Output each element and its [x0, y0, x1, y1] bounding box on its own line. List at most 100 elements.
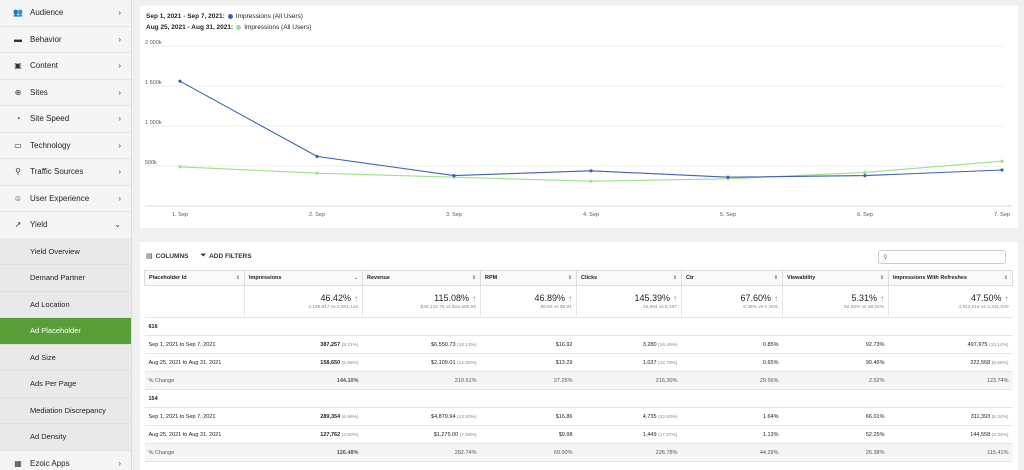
cell-share: (13.50%)	[457, 414, 477, 420]
cell-value: $13.29	[555, 359, 573, 366]
column-header-impressions[interactable]: Impressions ⌄	[244, 270, 363, 286]
cell-share: (7.59%)	[459, 432, 477, 438]
table-row[interactable]: Aug 25, 2021 to Aug 31, 2021 127,762 (4.5…	[144, 425, 1013, 444]
sidebar-subitem-ad-placeholder[interactable]: Ad Placeholder	[0, 318, 131, 345]
table-cell: $6,550.73 (18.13%)	[362, 335, 481, 354]
table-cell: 222,568 (6.68%)	[888, 353, 1013, 372]
cell-value: $16.92	[555, 341, 573, 348]
column-header-ctr[interactable]: Ctr ⇕	[681, 270, 783, 286]
row-date-range: Sep 1, 2021 to Sep 7, 2021	[144, 335, 245, 354]
cell-value: 1,449	[642, 431, 657, 438]
sidebar-subitem-ad-density[interactable]: Ad Density	[0, 424, 131, 451]
column-header-viewability[interactable]: Viewability ⇕	[782, 270, 889, 286]
sidebar-item-audience[interactable]: 👥 Audience ›	[0, 0, 131, 27]
column-header-label: Impressions With Refreshes	[893, 275, 967, 281]
current-point-5[interactable]	[863, 174, 867, 178]
columns-icon: ▤	[146, 253, 153, 260]
sidebar-item-label: Traffic Sources	[30, 167, 84, 177]
previous-point-6[interactable]	[1000, 159, 1004, 163]
summary-comparison: 4,159,917 vs 2,841,116	[308, 305, 358, 310]
sidebar-item-sites[interactable]: ⊕ Sites ›	[0, 80, 131, 106]
table-cell: $16.92	[480, 335, 577, 354]
cell-share: (10.14%)	[989, 342, 1009, 348]
legend-current[interactable]: Sep 1, 2021 - Sep 7, 2021: Impressions (…	[146, 13, 303, 20]
column-header-revenue[interactable]: Revenue ⇕	[362, 270, 481, 286]
column-header-label: Clicks	[581, 275, 598, 281]
columns-button[interactable]: ▤ COLUMNS	[146, 252, 189, 261]
sidebar-subitem-ad-size[interactable]: Ad Size	[0, 344, 131, 371]
sidebar-item-label: Technology	[30, 140, 71, 150]
previous-point-5[interactable]	[863, 170, 867, 174]
table-row[interactable]: Sep 1, 2021 to Sep 7, 2021 289,354 (6.96%…	[144, 407, 1013, 426]
x-tick-label: 7. Sep	[994, 212, 1010, 218]
sort-icon: ⇕	[235, 275, 240, 281]
current-point-4[interactable]	[726, 175, 730, 179]
arrow-up-icon: ↑	[472, 294, 476, 303]
change-cell: 226.78%	[576, 443, 682, 462]
summary-percent: 5.31%	[851, 293, 877, 303]
header-row: Placeholder Id ⇕ Impressions ⌄ Revenue ⇕ RPM ⇕ C…	[144, 270, 1013, 286]
table-cell: 0.65%	[681, 353, 783, 372]
previous-point-0[interactable]	[178, 165, 182, 169]
columns-label: COLUMNS	[155, 252, 189, 260]
sidebar-item-behavior[interactable]: ▬ Behavior ›	[0, 27, 131, 53]
current-point-3[interactable]	[589, 169, 593, 173]
change-cell: 44.29%	[681, 443, 783, 462]
column-header-placeholder-id[interactable]: Placeholder Id ⇕	[144, 270, 245, 286]
current-point-1[interactable]	[315, 154, 319, 158]
current-point-2[interactable]	[452, 174, 456, 178]
sidebar-subitem-label: Ads Per Page	[30, 379, 77, 389]
sidebar-subitem-label: Yield Overview	[30, 246, 80, 256]
legend-previous[interactable]: Aug 25, 2021 - Aug 31, 2021: Impressions…	[146, 24, 311, 31]
current-point-0[interactable]	[178, 79, 182, 83]
cell-value: 52.25%	[865, 431, 885, 438]
sidebar-subitem-ad-location[interactable]: Ad Location	[0, 291, 131, 318]
summary-cell: 145.39% ↑ 19,884 vs 8,107	[576, 285, 682, 318]
sidebar-item-ezoic-apps[interactable]: ▦ Ezoic Apps ›	[0, 451, 131, 470]
sidebar-subitem-demand-partner[interactable]: Demand Partner	[0, 265, 131, 292]
x-tick-label: 2. Sep	[309, 212, 325, 218]
globe-icon: ⊕	[14, 87, 22, 97]
cell-value: 0.85%	[762, 341, 779, 348]
column-header-impressions-with-refreshes[interactable]: Impressions With Refreshes ⇕	[888, 270, 1013, 286]
apps-icon: ▦	[14, 458, 22, 468]
cell-value: $1,275.00	[433, 431, 459, 438]
table-row[interactable]: Sep 1, 2021 to Sep 7, 2021 387,257 (9.31%…	[144, 335, 1013, 354]
group-row[interactable]: 154	[144, 389, 1013, 408]
cell-share: (17.87%)	[658, 432, 678, 438]
sidebar-item-label: Content	[30, 61, 59, 71]
sidebar-item-site-speed[interactable]: ◔ Site Speed ›	[0, 106, 131, 133]
cell-value: 144,558	[970, 431, 991, 438]
chevron-right-icon: ›	[118, 193, 121, 203]
cell-share: (23.80%)	[658, 414, 678, 420]
sidebar-item-yield[interactable]: ↗ Yield ⌄	[0, 212, 131, 239]
sidebar-subitem-yield-overview[interactable]: Yield Overview	[0, 238, 131, 265]
add-filters-button[interactable]: ⏷ ADD FILTERS	[200, 252, 251, 260]
sidebar-item-content[interactable]: ▣ Content ›	[0, 53, 131, 80]
sidebar-item-traffic-sources[interactable]: ⚲ Traffic Sources ›	[0, 159, 131, 186]
sidebar-subitem-label: Ad Density	[30, 432, 67, 442]
sidebar-subitem-ads-per-page[interactable]: Ads Per Page	[0, 371, 131, 398]
table-cell: 127,762 (4.50%)	[244, 425, 363, 444]
column-header-rpm[interactable]: RPM ⇕	[480, 270, 577, 286]
change-cell: 27.25%	[480, 371, 577, 390]
cell-share: (6.68%)	[991, 360, 1009, 366]
sidebar-subitem-mediation-discrepancy[interactable]: Mediation Discrepancy	[0, 397, 131, 424]
column-header-clicks[interactable]: Clicks ⇕	[576, 270, 682, 286]
cell-share: (12.79%)	[658, 360, 678, 366]
monitor-icon: ▭	[14, 140, 22, 150]
cell-value: 497,975	[967, 341, 988, 348]
sidebar-item-user-experience[interactable]: ☺ User Experience ›	[0, 186, 131, 212]
previous-point-1[interactable]	[315, 171, 319, 175]
current-point-6[interactable]	[1000, 168, 1004, 172]
add-filters-label: ADD FILTERS	[209, 252, 252, 260]
sidebar-item-technology[interactable]: ▭ Technology ›	[0, 133, 131, 159]
summary-comparison: 19,884 vs 8,107	[642, 305, 677, 310]
cell-value: 92.73%	[865, 341, 885, 348]
previous-point-3[interactable]	[589, 179, 593, 183]
table-row[interactable]: Aug 25, 2021 to Aug 31, 2021 158,650 (5.5…	[144, 353, 1013, 372]
search-input[interactable]: ⚲	[878, 250, 1006, 264]
series-line-current[interactable]	[179, 80, 1003, 178]
summary-percent: 145.39%	[634, 293, 670, 303]
group-row[interactable]: 616	[144, 317, 1013, 336]
